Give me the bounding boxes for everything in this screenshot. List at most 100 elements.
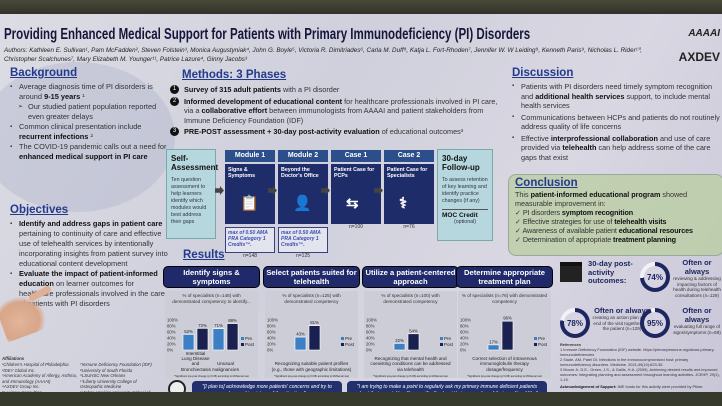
y-tick-label: 40% [167,336,176,341]
reference: 1 Immune Deficiency Foundation (IDF) web… [560,347,715,357]
item-pre: Effective [521,133,551,143]
data-label: 96% [503,316,512,321]
calendar-icon [560,262,582,282]
outcome-text: Often or always creating an action plan a… [591,306,653,332]
outcome-desc: evaluating full range of signs/symptoms … [673,324,721,335]
item-post2: can help address some of the care gaps t… [521,143,711,162]
poster: Providing Enhanced Medical Support for P… [0,14,722,394]
y-tick-label: 60% [267,330,276,335]
moc-note: (optional) [453,219,477,225]
discussion-section: Discussion Patients with PI disorders ne… [512,67,722,164]
sample-size: n=100 [348,224,364,230]
item-post2: between immunologists from AAAAI and pat… [184,106,484,125]
conclusion-item: Determination of appropriate treatment p… [515,235,717,244]
chart-body: % of specialists (n=148) with demonstrat… [165,291,258,378]
stethoscope-icon: ⚕ [399,195,408,212]
data-label: 81% [310,320,319,325]
methods-heading: Methods: 3 Phases [182,69,287,81]
wall-background [0,0,722,18]
y-tick-label: 0% [366,348,372,353]
affiliations-heading: Affiliations [2,356,25,361]
ack-label: Acknowledgement of Support: [560,384,617,389]
module-desc: Beyond the Doctor's Office [281,167,319,179]
chart-panel-3: Utilize a patient-centered approach % of … [362,266,459,378]
item-bold: Evaluate the impact of patient-informed … [19,269,158,288]
chart-body: % of specialists (n=100) with demonstrat… [364,291,457,378]
objectives-section: Objectives Identify and address gaps in … [10,204,170,309]
legend-label: Pre [345,336,353,341]
sample-size: n=76 [403,224,415,230]
conclusion-box: Conclusion This patient-informed educati… [508,174,722,256]
list-item: The COVID-19 pandemic calls out a need f… [10,142,170,162]
y-tick-label: 20% [167,342,176,347]
item-post: ² [88,132,93,141]
legend-label: Pre [538,336,546,341]
item-post: support, to include mental health servic… [521,91,711,111]
aaaai-logo: AAAAI [688,28,720,39]
module-body: Patient Case for Specialists ⚕ [384,164,434,224]
item-post: and use of care provided via [521,133,711,153]
list-item: Common clinical presentation include rec… [10,122,170,142]
y-tick-label: 100% [366,318,377,323]
item-bold: additional health services [535,91,625,101]
category-label: Recognizing suitable patient profiles (e… [271,361,352,372]
axdev-logo: AXDEV [678,50,720,64]
y-tick-label: 20% [460,342,469,347]
module-label: Module 2 [278,150,328,162]
legend-label: Post [345,342,355,347]
bar-post [196,328,209,351]
arrow-icon [374,186,383,195]
data-label: 88% [228,318,237,323]
conclusion-item: Awareness of available patient education… [515,226,717,235]
outcome-text: Often or always reviewing & addressing im… [672,258,722,298]
conclusion-intro: This patient-informed educational progra… [515,190,717,208]
affiliation: ¹⁰Liberty University College of Osteopat… [80,378,137,390]
y-tick-label: 40% [267,336,276,341]
chart-footnote: *Significant pre-post change (p<0.05) ac… [467,375,542,378]
affiliation: ⁹LSUHSC New Orleans [80,373,126,379]
outcome-title: Often or always [682,258,712,276]
bar-pre [182,334,195,351]
item-bold2: telehealth [562,143,597,152]
references: References 1 Immune Deficiency Foundatio… [560,342,720,389]
category-label: Unusual malignancies [212,361,239,372]
reference: 2 Slade, AM, Patel DI. Infections in the… [560,357,689,367]
chart-subtitle: % of specialists (n=148) with demonstrat… [172,293,251,304]
item-text: Awareness of available patient [522,226,619,235]
followup-title: 30-day Follow-up [442,154,480,172]
module-4: Case 2 Patient Case for Specialists ⚕ n=76 [384,150,434,230]
moc-credit: MOC Credit [442,209,488,219]
chart-panel-4: Determine appropriate treatment plan % of… [456,266,553,378]
item-post: pertaining to continuity of care and eff… [19,229,168,268]
item-text: Effective strategies for use of [522,217,615,226]
sample-size: n=148 [242,253,258,259]
avatar-icon [168,380,186,394]
legend-swatch [440,337,443,340]
bar-post [226,323,239,351]
y-tick-label: 80% [267,324,276,329]
affiliation: ¹Children's Hospital of Philadelphia [2,362,69,367]
item-bold: Identify and address gaps in patient car… [19,219,163,228]
item-pre: Communications between HCPs and patients… [521,112,720,132]
credit-box: max of 0.50 AMA PRA Category 1 Credits™. [278,227,328,253]
y-tick-label: 60% [460,330,469,335]
affiliations-col1: ¹Children's Hospital of Philadelphia ²IDE… [2,362,78,394]
y-tick-label: 0% [267,348,273,353]
legend-label: Pre [245,336,253,341]
arrow-icon [215,186,224,195]
y-tick-label: 60% [167,330,176,335]
legend-label: Post [538,342,548,347]
outcome-desc: reviewing & addressing impacting factors… [673,276,721,298]
background-list: Average diagnosis time of PI disorders i… [10,82,170,162]
chart-panel-2: Select patients suited for telehealth % o… [263,266,360,378]
self-assessment-title: Self-Assessment [171,154,219,172]
chart-panel-1: Identify signs & symptoms % of specialist… [163,266,260,378]
conclusion-item: PI disorders symptom recognition [515,208,717,217]
module-desc: Signs & Symptoms [228,167,256,179]
legend-label: Pre [444,336,452,341]
y-tick-label: 20% [366,342,375,347]
outcome-desc: creating an action plan at the end of th… [592,315,652,331]
self-assessment-text: Ten question assessment to help learners… [171,177,207,225]
category-label: Recognizing that mental health and coexi… [370,356,451,372]
